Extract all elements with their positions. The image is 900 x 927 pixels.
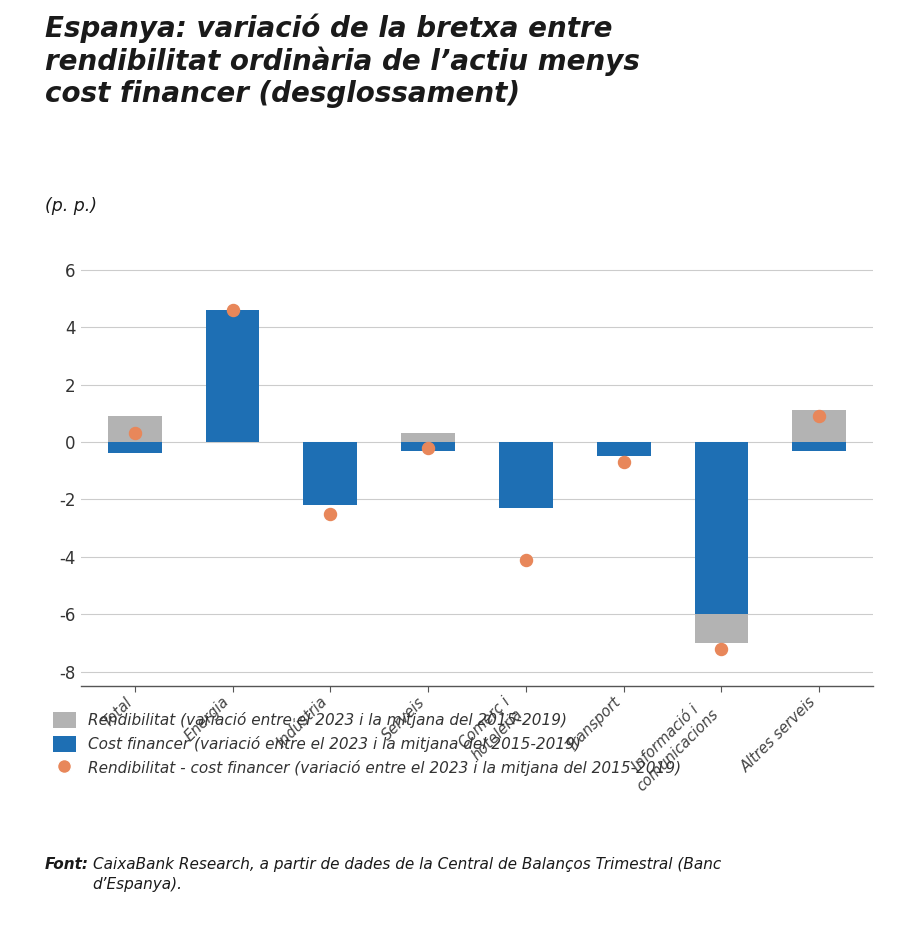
Bar [792,442,846,451]
Bar [499,442,553,508]
Bar [206,310,259,442]
Point [616,454,631,469]
Bar [597,442,651,451]
Bar [108,416,162,442]
Bar [303,442,357,505]
Text: Espanya: variació de la bretxa entre
rendibilitat ordinària de l’actiu menys
cos: Espanya: variació de la bretxa entre ren… [45,14,640,108]
Bar [401,442,455,451]
Point [225,302,239,317]
Bar [695,442,748,643]
Legend: Rendibilitat (variació entre el 2023 i la mitjana del 2015-2019), Cost financer : Rendibilitat (variació entre el 2023 i l… [52,712,681,776]
Bar [303,442,357,456]
Bar [695,442,748,615]
Point [812,409,826,424]
Bar [401,433,455,442]
Text: Font:: Font: [45,857,89,872]
Bar [597,442,651,456]
Point [421,440,436,455]
Bar [108,442,162,453]
Bar [792,411,846,442]
Bar [499,442,553,471]
Point [518,552,533,567]
Text: (p. p.): (p. p.) [45,197,97,214]
Point [128,425,142,440]
Text: CaixaBank Research, a partir de dades de la Central de Balanços Trimestral (Banc: CaixaBank Research, a partir de dades de… [93,857,721,893]
Bar [206,312,259,442]
Point [715,641,729,656]
Point [323,506,338,521]
